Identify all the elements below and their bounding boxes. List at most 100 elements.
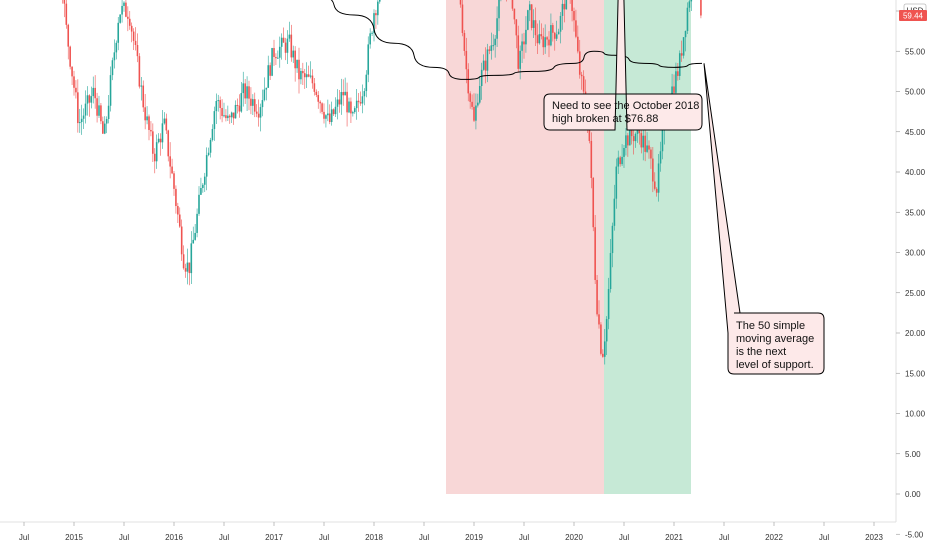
candle [230, 111, 233, 124]
candle [369, 28, 371, 49]
candle-body [136, 45, 139, 57]
candle [305, 62, 308, 89]
candle-body [650, 149, 652, 159]
candle-body [198, 194, 200, 214]
candle [461, 0, 464, 37]
candle [480, 62, 483, 100]
candle-body [259, 107, 262, 118]
candle-body [461, 4, 464, 33]
candle [228, 114, 231, 124]
candle [90, 86, 93, 109]
candle-body [267, 65, 270, 88]
candle [198, 186, 200, 216]
candle-body [82, 115, 85, 119]
candle [684, 30, 687, 52]
candle [550, 13, 552, 47]
candle-body [561, 3, 564, 16]
candle-body [527, 10, 529, 30]
candle-body [478, 86, 481, 103]
candle [371, 31, 373, 36]
candle [102, 116, 104, 134]
candle-body [519, 50, 521, 69]
candle-body [688, 1, 691, 8]
candle [634, 132, 637, 148]
candle-body [194, 232, 196, 240]
candle [644, 129, 646, 162]
candle-body [652, 158, 654, 182]
candle [521, 33, 523, 64]
candle-body [373, 13, 375, 33]
candle [603, 329, 606, 365]
candle-body [359, 102, 362, 104]
candle [96, 92, 98, 123]
candle [253, 92, 256, 118]
candle-body [655, 188, 658, 193]
candle [188, 262, 191, 286]
time-axis[interactable]: Jul 2015 Jul 2016 Jul 2017 Jul 2018 Jul 2019 Jul 20… [19, 522, 884, 542]
candle [77, 79, 79, 133]
candle-body [498, 0, 500, 19]
candle [200, 177, 202, 196]
candle-body [515, 19, 518, 36]
candle-body [542, 36, 545, 48]
candle-body [252, 99, 254, 106]
price-tick-label: 20.00 [905, 329, 926, 338]
candle-body [192, 239, 195, 244]
candle-body [103, 123, 106, 134]
candle [223, 102, 225, 118]
candle-body [323, 111, 325, 119]
candle-body [123, 2, 125, 6]
candle [202, 182, 204, 193]
time-tick-label: 2020 [565, 533, 583, 542]
candle [657, 154, 660, 202]
candle [677, 62, 679, 81]
candle [517, 25, 520, 72]
candle-body [80, 118, 83, 123]
candle-body [153, 153, 156, 162]
candle [475, 93, 477, 130]
price-axis[interactable]: -5.00 0.00 5.00 10.00 15.00 20.00 25.00 30.00 35… [896, 0, 930, 539]
candle [675, 62, 677, 95]
candle-body [317, 95, 320, 102]
candle-body [488, 49, 491, 51]
candle [194, 224, 196, 241]
candle [496, 6, 498, 48]
candle-body [132, 31, 135, 41]
candle [252, 94, 254, 115]
candle-body [67, 24, 70, 47]
price-tick-label: 0.00 [905, 490, 921, 499]
candle [536, 23, 539, 54]
candle [655, 187, 658, 197]
candle-body [609, 253, 612, 290]
candle [611, 222, 614, 268]
candle-body [471, 101, 473, 107]
candle-body [552, 25, 554, 33]
candle [617, 150, 620, 174]
candle [92, 76, 95, 104]
candle [263, 77, 266, 102]
candle-body [225, 115, 227, 119]
candle-body [250, 98, 252, 106]
candle [596, 275, 598, 317]
candle-body [148, 116, 150, 130]
candle-body [300, 70, 302, 80]
candle [84, 90, 87, 124]
candle-body [490, 45, 493, 51]
candle [309, 61, 312, 79]
time-tick-label: Jul [519, 533, 529, 542]
candle [650, 147, 652, 169]
candle [107, 95, 110, 124]
ma50-line [330, 0, 703, 80]
candle [292, 45, 295, 64]
candle [353, 106, 356, 114]
candle [607, 277, 610, 330]
candle [205, 147, 208, 191]
candle-body [575, 20, 577, 37]
candle [482, 54, 485, 71]
candle-body [94, 87, 96, 99]
candle-body [378, 0, 381, 2]
candle [525, 16, 527, 53]
candle [327, 99, 329, 122]
candle [62, 0, 63, 4]
